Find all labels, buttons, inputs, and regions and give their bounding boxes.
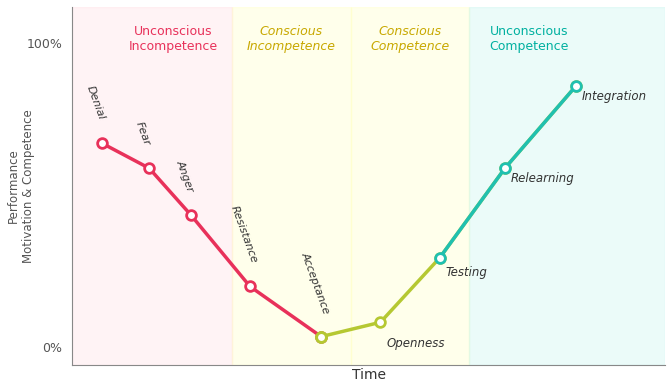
- Text: Anger: Anger: [174, 159, 195, 193]
- Text: Relearning: Relearning: [511, 172, 575, 186]
- Text: Acceptance: Acceptance: [299, 251, 331, 315]
- Text: Unconscious
Incompetence: Unconscious Incompetence: [128, 25, 218, 53]
- Bar: [72, 7, 233, 365]
- X-axis label: Time: Time: [351, 368, 386, 382]
- Bar: [469, 7, 665, 365]
- Text: Resistance: Resistance: [229, 205, 259, 265]
- Bar: [351, 7, 469, 365]
- Bar: [233, 7, 351, 365]
- Text: Conscious
Incompetence: Conscious Incompetence: [247, 25, 336, 53]
- Text: Denial: Denial: [85, 85, 107, 122]
- Text: Unconscious
Competence: Unconscious Competence: [489, 25, 569, 53]
- Text: Integration: Integration: [582, 90, 647, 103]
- Text: Testing: Testing: [446, 266, 487, 279]
- Y-axis label: Performance
Motivation & Competence: Performance Motivation & Competence: [7, 109, 35, 263]
- Text: Conscious
Competence: Conscious Competence: [370, 25, 450, 53]
- Text: Fear: Fear: [134, 120, 152, 147]
- Text: Openness: Openness: [386, 337, 445, 350]
